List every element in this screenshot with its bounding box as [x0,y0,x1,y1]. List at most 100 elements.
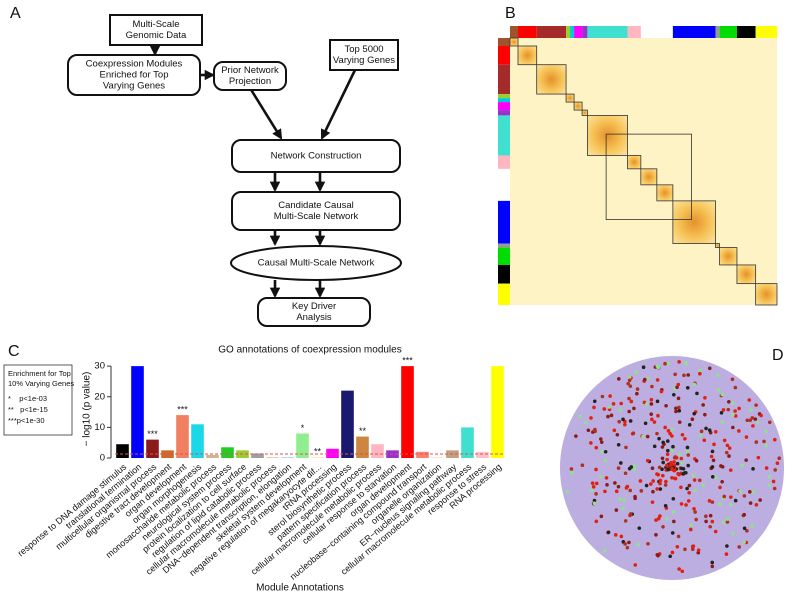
network-node [655,399,660,404]
network-node [698,433,703,437]
network-node [589,416,593,420]
bar [221,447,234,458]
color-bar-segment [498,46,510,65]
network-node [627,540,631,545]
network-node [648,482,653,486]
network-node [767,483,772,488]
network-node [655,378,660,382]
network-node [633,496,637,501]
network-node [767,475,772,479]
network-node [631,431,636,435]
network-node [615,433,620,437]
network-node [642,377,647,382]
significance-label: ** [359,426,367,436]
network-node [727,454,731,458]
panel-label: A [10,5,21,22]
significance-label: ** [314,446,322,456]
network-node [661,440,665,445]
network-node [725,520,730,524]
network-node [722,494,727,499]
network-node [649,402,654,406]
network-node [718,485,722,490]
x-axis-label: Module Annotations [256,583,344,594]
network-node [657,436,661,441]
color-bar-segment [536,26,567,38]
network-node [578,414,583,419]
module-block [509,37,519,47]
color-bar-segment [498,110,510,116]
network-node [619,461,623,465]
network-node [707,366,712,371]
network-node [692,382,697,387]
network-node [660,456,665,461]
network-node [569,471,574,475]
bar [461,427,474,458]
node-shape [257,297,371,327]
network-node [677,420,682,424]
network-node [618,408,623,412]
network-node [621,506,625,511]
network-node [676,382,681,387]
network-node [594,481,599,486]
network-node [704,514,708,519]
network-node [692,411,697,416]
network-node [626,381,630,386]
network-node [639,489,644,493]
network-node [644,483,649,488]
network-node [674,409,678,414]
network-node [628,512,633,516]
network-node [658,481,662,486]
network-node [716,388,721,392]
network-node [627,396,631,401]
network-node [629,465,634,469]
network-node [703,412,707,417]
network-node [720,392,725,397]
network-node [609,413,614,418]
network-node [722,438,727,443]
network-node [748,418,753,423]
network-node [710,449,715,454]
legend-title: Enrichment for Top [8,369,71,378]
network-node [590,481,595,486]
module-block [719,247,738,266]
network-node [607,405,612,409]
network-node [663,361,667,366]
network-node [773,437,777,442]
network-node [590,488,594,492]
network-node [655,431,659,436]
y-tick-label: 30 [94,361,105,372]
color-bar-segment [498,283,510,305]
network-node [690,417,695,422]
color-bar-segment [498,38,510,47]
color-bar-segment [498,102,510,111]
network-node [614,489,619,494]
network-node [677,360,681,364]
network-node [600,394,605,399]
network-node [627,375,632,379]
network-node [671,496,676,501]
color-bar-segment [719,26,737,38]
network-node [737,429,741,433]
bar [356,436,369,458]
node-shape [329,39,399,71]
network-node [751,489,755,494]
node-label: Genomic Data [126,30,187,41]
bar [266,457,279,458]
bar [416,451,429,458]
network-node [714,475,718,480]
network-node [641,365,646,370]
network-node [650,466,655,471]
network-node [733,385,738,390]
network-node [677,405,681,410]
node-label: Top 5000 [344,44,383,55]
network-node [603,449,608,454]
network-node [737,406,741,411]
color-bar-segment [570,26,575,38]
network-node [594,445,599,450]
node-label: Coexpression Modules [86,59,183,70]
network-node [664,516,669,521]
network-node [663,483,668,487]
network-node [613,533,618,537]
